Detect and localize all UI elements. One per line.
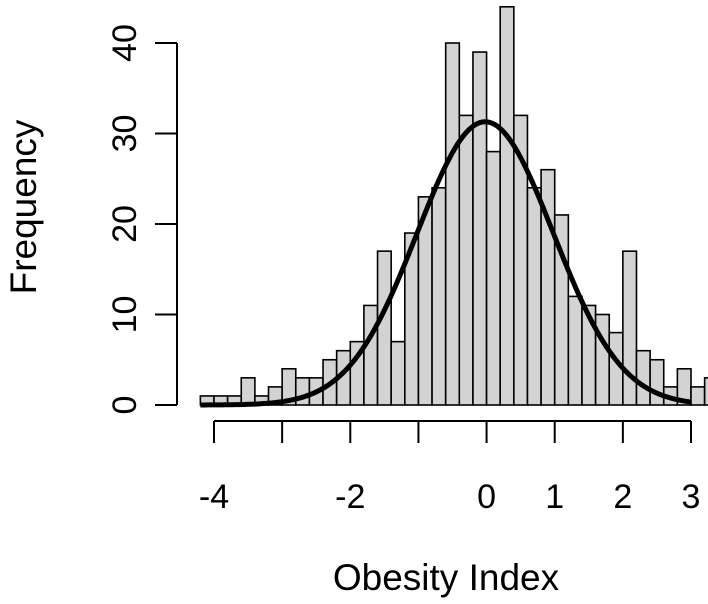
x-tick-label: -4 [199, 478, 229, 516]
histogram-bar [390, 340, 406, 406]
y-tick-label: 0 [106, 396, 144, 415]
y-axis: 0 10 20 30 40 [106, 24, 178, 415]
y-tick-label: 20 [106, 205, 144, 243]
histogram-bar [444, 42, 461, 406]
histogram-bar [567, 295, 583, 406]
histogram-bar [690, 386, 706, 406]
x-tick-label: 1 [545, 478, 564, 516]
density-curve [200, 119, 692, 408]
x-tick-label: 2 [613, 478, 632, 516]
histogram-bar [499, 5, 515, 406]
histogram-bar [649, 358, 665, 406]
y-tick-label: 10 [106, 296, 144, 334]
y-tick-label: 30 [106, 115, 144, 153]
histogram-bar [472, 51, 488, 406]
histogram-bar [240, 377, 256, 406]
histogram-bar [622, 250, 638, 406]
histogram-bar [635, 349, 651, 406]
y-tick-label: 40 [106, 24, 144, 62]
histogram-bar [376, 250, 392, 406]
histogram-bar [485, 150, 502, 406]
histogram-bar [703, 377, 708, 406]
histogram-bar [526, 187, 542, 406]
x-tick-label: 0 [477, 478, 496, 516]
histogram-bar [431, 187, 447, 406]
x-axis: -4 -2 0 1 2 3 [199, 420, 701, 516]
y-axis-title: Frequency [3, 119, 44, 294]
x-tick-label: 3 [682, 478, 701, 516]
x-axis-title: Obesity Index [333, 557, 560, 598]
histogram-bar [458, 114, 474, 406]
x-tick-label: -2 [335, 478, 365, 516]
histogram-bar [363, 304, 379, 406]
bars-group [199, 5, 708, 406]
